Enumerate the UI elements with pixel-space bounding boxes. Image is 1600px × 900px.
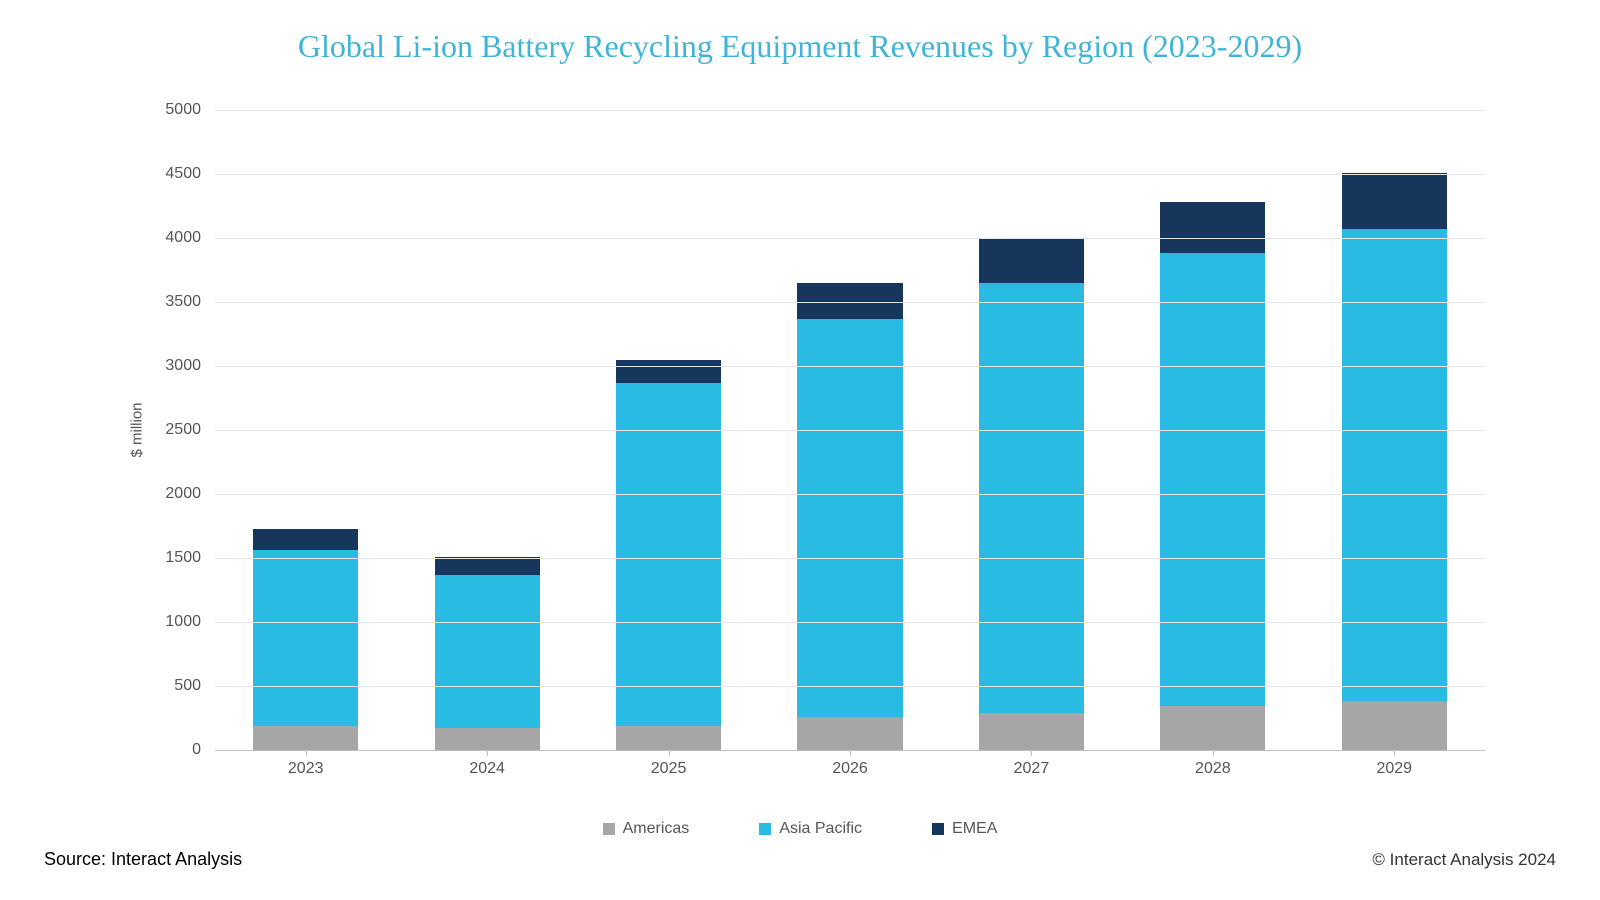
plot-area: 0500100015002000250030003500400045005000… — [215, 110, 1485, 750]
y-tick-label: 4000 — [165, 229, 215, 247]
gridline — [215, 174, 1485, 175]
y-tick-label: 1000 — [165, 613, 215, 631]
x-tick-label: 2028 — [1195, 750, 1231, 778]
gridline — [215, 686, 1485, 687]
bar-segment-americas — [435, 728, 540, 750]
legend-swatch — [932, 823, 944, 835]
bar-group — [253, 529, 358, 750]
bar-segment-americas — [253, 726, 358, 750]
gridline — [215, 622, 1485, 623]
y-tick-label: 2000 — [165, 485, 215, 503]
bar-segment-asia-pacific — [1160, 253, 1265, 706]
bar-segment-emea — [797, 283, 902, 319]
bar-segment-asia-pacific — [616, 383, 721, 726]
gridline — [215, 238, 1485, 239]
y-tick-label: 1500 — [165, 549, 215, 567]
y-axis-label: $ million — [129, 402, 146, 457]
bar-group — [616, 360, 721, 750]
x-tick-label: 2024 — [469, 750, 505, 778]
legend-item-emea: EMEA — [932, 820, 997, 838]
chart-title: Global Li-ion Battery Recycling Equipmen… — [0, 28, 1600, 65]
legend-label: Asia Pacific — [779, 820, 862, 838]
bar-segment-emea — [979, 239, 1084, 283]
bar-group — [1342, 173, 1447, 750]
bar-segment-emea — [1160, 202, 1265, 253]
copyright-text: © Interact Analysis 2024 — [1372, 850, 1556, 870]
bar-segment-asia-pacific — [253, 550, 358, 725]
bar-segment-americas — [1160, 706, 1265, 750]
gridline — [215, 366, 1485, 367]
bar-group — [435, 557, 540, 750]
gridline — [215, 110, 1485, 111]
y-tick-label: 0 — [192, 741, 215, 759]
gridline — [215, 558, 1485, 559]
x-tick-label: 2029 — [1376, 750, 1412, 778]
bar-segment-emea — [435, 557, 540, 575]
legend-label: EMEA — [952, 820, 997, 838]
legend: Americas Asia Pacific EMEA — [0, 820, 1600, 838]
bar-segment-asia-pacific — [1342, 229, 1447, 701]
chart-container: Global Li-ion Battery Recycling Equipmen… — [0, 0, 1600, 900]
bar-segment-emea — [253, 529, 358, 551]
y-tick-label: 4500 — [165, 165, 215, 183]
y-tick-label: 500 — [174, 677, 215, 695]
x-tick-label: 2027 — [1014, 750, 1050, 778]
legend-item-asia-pacific: Asia Pacific — [759, 820, 862, 838]
bar-group — [797, 283, 902, 750]
bar-group — [1160, 202, 1265, 750]
legend-label: Americas — [623, 820, 690, 838]
bar-segment-asia-pacific — [797, 319, 902, 717]
x-tick-label: 2023 — [288, 750, 324, 778]
gridline — [215, 494, 1485, 495]
bar-segment-americas — [979, 713, 1084, 750]
gridline — [215, 302, 1485, 303]
bar-segment-emea — [616, 360, 721, 383]
y-tick-label: 2500 — [165, 421, 215, 439]
legend-swatch — [603, 823, 615, 835]
bar-segment-americas — [616, 726, 721, 750]
bar-segment-emea — [1342, 173, 1447, 229]
bar-segment-asia-pacific — [435, 575, 540, 729]
bar-segment-asia-pacific — [979, 283, 1084, 713]
bar-segment-americas — [797, 717, 902, 750]
legend-item-americas: Americas — [603, 820, 690, 838]
source-text: Source: Interact Analysis — [44, 849, 242, 870]
gridline — [215, 430, 1485, 431]
x-tick-label: 2025 — [651, 750, 687, 778]
y-tick-label: 3500 — [165, 293, 215, 311]
bar-segment-americas — [1342, 701, 1447, 750]
x-tick-label: 2026 — [832, 750, 868, 778]
y-tick-label: 5000 — [165, 101, 215, 119]
legend-swatch — [759, 823, 771, 835]
y-tick-label: 3000 — [165, 357, 215, 375]
